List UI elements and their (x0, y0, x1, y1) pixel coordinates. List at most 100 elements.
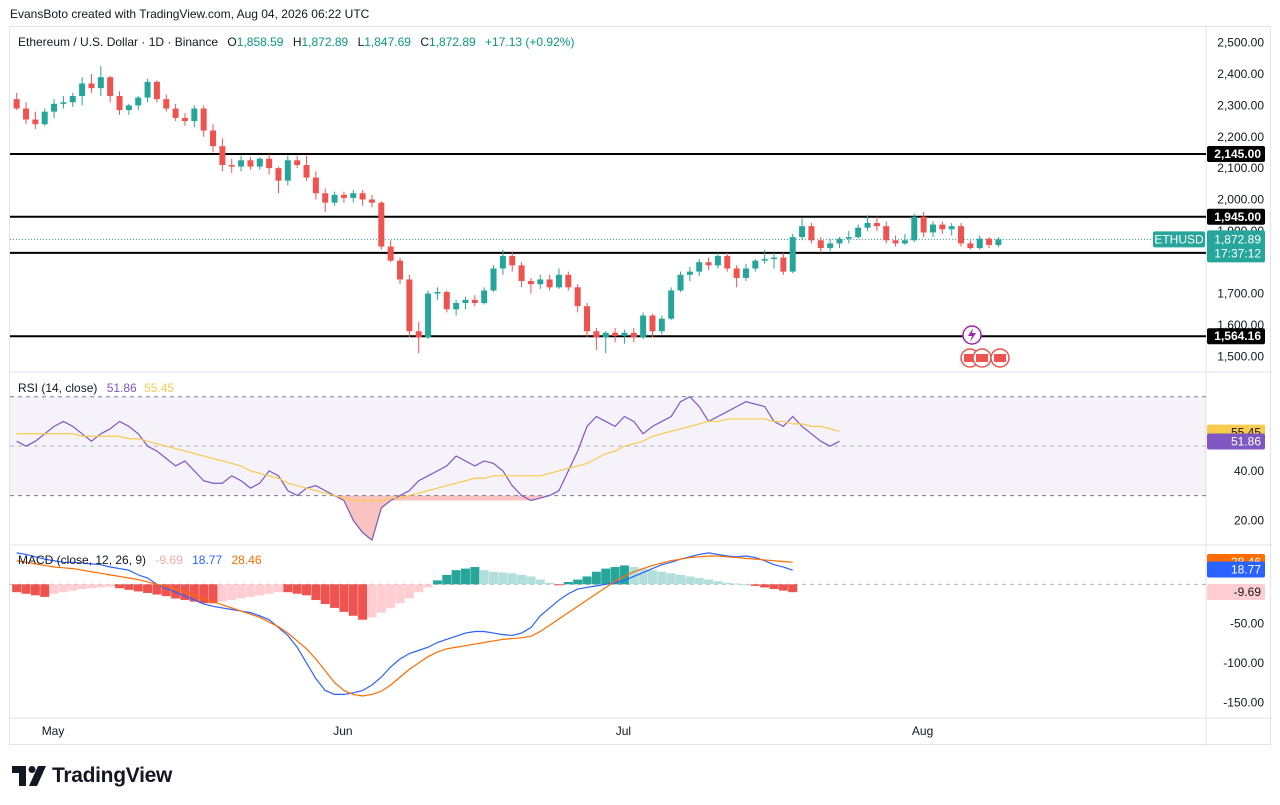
macd-histogram-bar[interactable] (227, 584, 237, 601)
macd-histogram-bar[interactable] (750, 584, 760, 586)
candle-body[interactable] (920, 216, 927, 233)
macd-histogram-bar[interactable] (442, 574, 452, 585)
macd-histogram-bar[interactable] (582, 576, 592, 585)
candle-body[interactable] (976, 238, 983, 249)
price-axis[interactable]: 2,500.00 2,400.00 2,300.00 2,200.00 2,100.00… (1153, 36, 1265, 364)
candle-body[interactable] (163, 99, 170, 109)
macd-histogram-bar[interactable] (339, 584, 349, 612)
macd-histogram-bar[interactable] (376, 584, 386, 613)
macd-histogram-bar[interactable] (647, 570, 657, 585)
macd-histogram-bar[interactable] (311, 584, 321, 601)
macd-histogram-bar[interactable] (685, 576, 695, 585)
candle-body[interactable] (462, 299, 469, 303)
candle-body[interactable] (275, 168, 282, 181)
macd-histogram-bar[interactable] (479, 570, 489, 585)
macd-histogram-bar[interactable] (386, 584, 396, 608)
macd-histogram-bar[interactable] (292, 584, 302, 594)
macd-histogram-bar[interactable] (563, 581, 573, 585)
macd-histogram-bar[interactable] (788, 584, 798, 593)
candle-body[interactable] (901, 240, 908, 244)
macd-histogram-bar[interactable] (732, 583, 742, 585)
macd-histogram-bar[interactable] (264, 584, 274, 594)
candle-body[interactable] (32, 119, 39, 125)
candle-body[interactable] (107, 77, 114, 96)
macd-histogram-bar[interactable] (769, 584, 779, 590)
candle-body[interactable] (705, 262, 712, 266)
candle-body[interactable] (144, 81, 151, 98)
macd-histogram-bar[interactable] (423, 584, 433, 588)
candle-body[interactable] (864, 223, 871, 228)
candle-body[interactable] (948, 226, 955, 230)
chart-canvas[interactable]: 40.00 20.00 55.45 51.86 -50.00 -100.00 -150.0… (10, 27, 1272, 746)
candle-body[interactable] (518, 265, 525, 282)
macd-histogram-bar[interactable] (694, 578, 704, 585)
candle-body[interactable] (443, 292, 450, 310)
candle-body[interactable] (621, 332, 628, 336)
candle-body[interactable] (387, 246, 394, 261)
candle-body[interactable] (827, 243, 834, 249)
macd-histogram-bar[interactable] (348, 584, 358, 616)
macd-histogram-bar[interactable] (722, 582, 732, 585)
candle-body[interactable] (967, 243, 974, 249)
macd-histogram-bar[interactable] (330, 584, 340, 608)
macd-pane[interactable]: -50.00 -100.00 -150.00 28.46 18.77 -9.69 (10, 552, 1265, 709)
macd-histogram-bar[interactable] (451, 570, 461, 585)
candle-body[interactable] (256, 158, 263, 167)
rsi-series-line-rsi[interactable] (16, 395, 840, 542)
candle-body[interactable] (210, 130, 217, 147)
candle-body[interactable] (780, 257, 787, 272)
candle-body[interactable] (200, 108, 207, 131)
candle-body[interactable] (855, 227, 862, 238)
candle-body[interactable] (294, 160, 301, 165)
macd-histogram-bar[interactable] (30, 584, 40, 596)
candle-body[interactable] (172, 108, 179, 118)
macd-histogram-bar[interactable] (470, 567, 480, 585)
candle-body[interactable] (696, 262, 703, 272)
candle-body[interactable] (266, 158, 273, 169)
candle-body[interactable] (425, 293, 432, 338)
candle-body[interactable] (883, 226, 890, 241)
candle-body[interactable] (892, 240, 899, 244)
candle-body[interactable] (125, 105, 132, 111)
candle-body[interactable] (434, 292, 441, 294)
candle-body[interactable] (331, 194, 338, 203)
candle-body[interactable] (490, 268, 497, 291)
macd-histogram-bar[interactable] (535, 579, 545, 585)
macd-histogram-bar[interactable] (414, 584, 424, 593)
candle-body[interactable] (752, 260, 759, 269)
candle-body[interactable] (771, 257, 778, 260)
macd-histogram-bar[interactable] (432, 580, 442, 585)
candle-body[interactable] (135, 97, 142, 106)
macd-histogram-bar[interactable] (526, 576, 536, 585)
candle-body[interactable] (995, 239, 1002, 245)
macd-histogram-bar[interactable] (778, 584, 788, 591)
chart-frame[interactable]: 40.00 20.00 55.45 51.86 -50.00 -100.00 -150.0… (9, 26, 1272, 746)
candle-body[interactable] (668, 290, 675, 319)
macd-histogram-bar[interactable] (199, 584, 209, 604)
macd-histogram-bar[interactable] (77, 584, 87, 590)
macd-histogram-bar[interactable] (358, 584, 368, 620)
candle-body[interactable] (322, 193, 329, 203)
candle-body[interactable] (228, 165, 235, 167)
candle-body[interactable] (555, 274, 562, 288)
candle-body[interactable] (733, 268, 740, 278)
macd-histogram-bar[interactable] (124, 584, 134, 590)
macd-histogram-bar[interactable] (666, 573, 676, 585)
candle-body[interactable] (97, 77, 104, 89)
candle-body[interactable] (761, 259, 768, 261)
macd-histogram-bar[interactable] (115, 584, 125, 589)
candle-body[interactable] (686, 271, 693, 275)
macd-histogram-bar[interactable] (619, 565, 629, 585)
candle-body[interactable] (397, 260, 404, 280)
macd-histogram-bar[interactable] (489, 571, 499, 585)
candle-body[interactable] (481, 290, 488, 303)
macd-histogram-bar[interactable] (217, 584, 227, 602)
macd-histogram-bar[interactable] (676, 574, 686, 585)
candle-body[interactable] (23, 108, 30, 120)
candle-body[interactable] (499, 255, 506, 269)
macd-histogram-bar[interactable] (273, 584, 283, 593)
macd-histogram-bar[interactable] (245, 584, 255, 597)
candle-body[interactable] (546, 279, 553, 288)
candle-body[interactable] (584, 306, 591, 332)
